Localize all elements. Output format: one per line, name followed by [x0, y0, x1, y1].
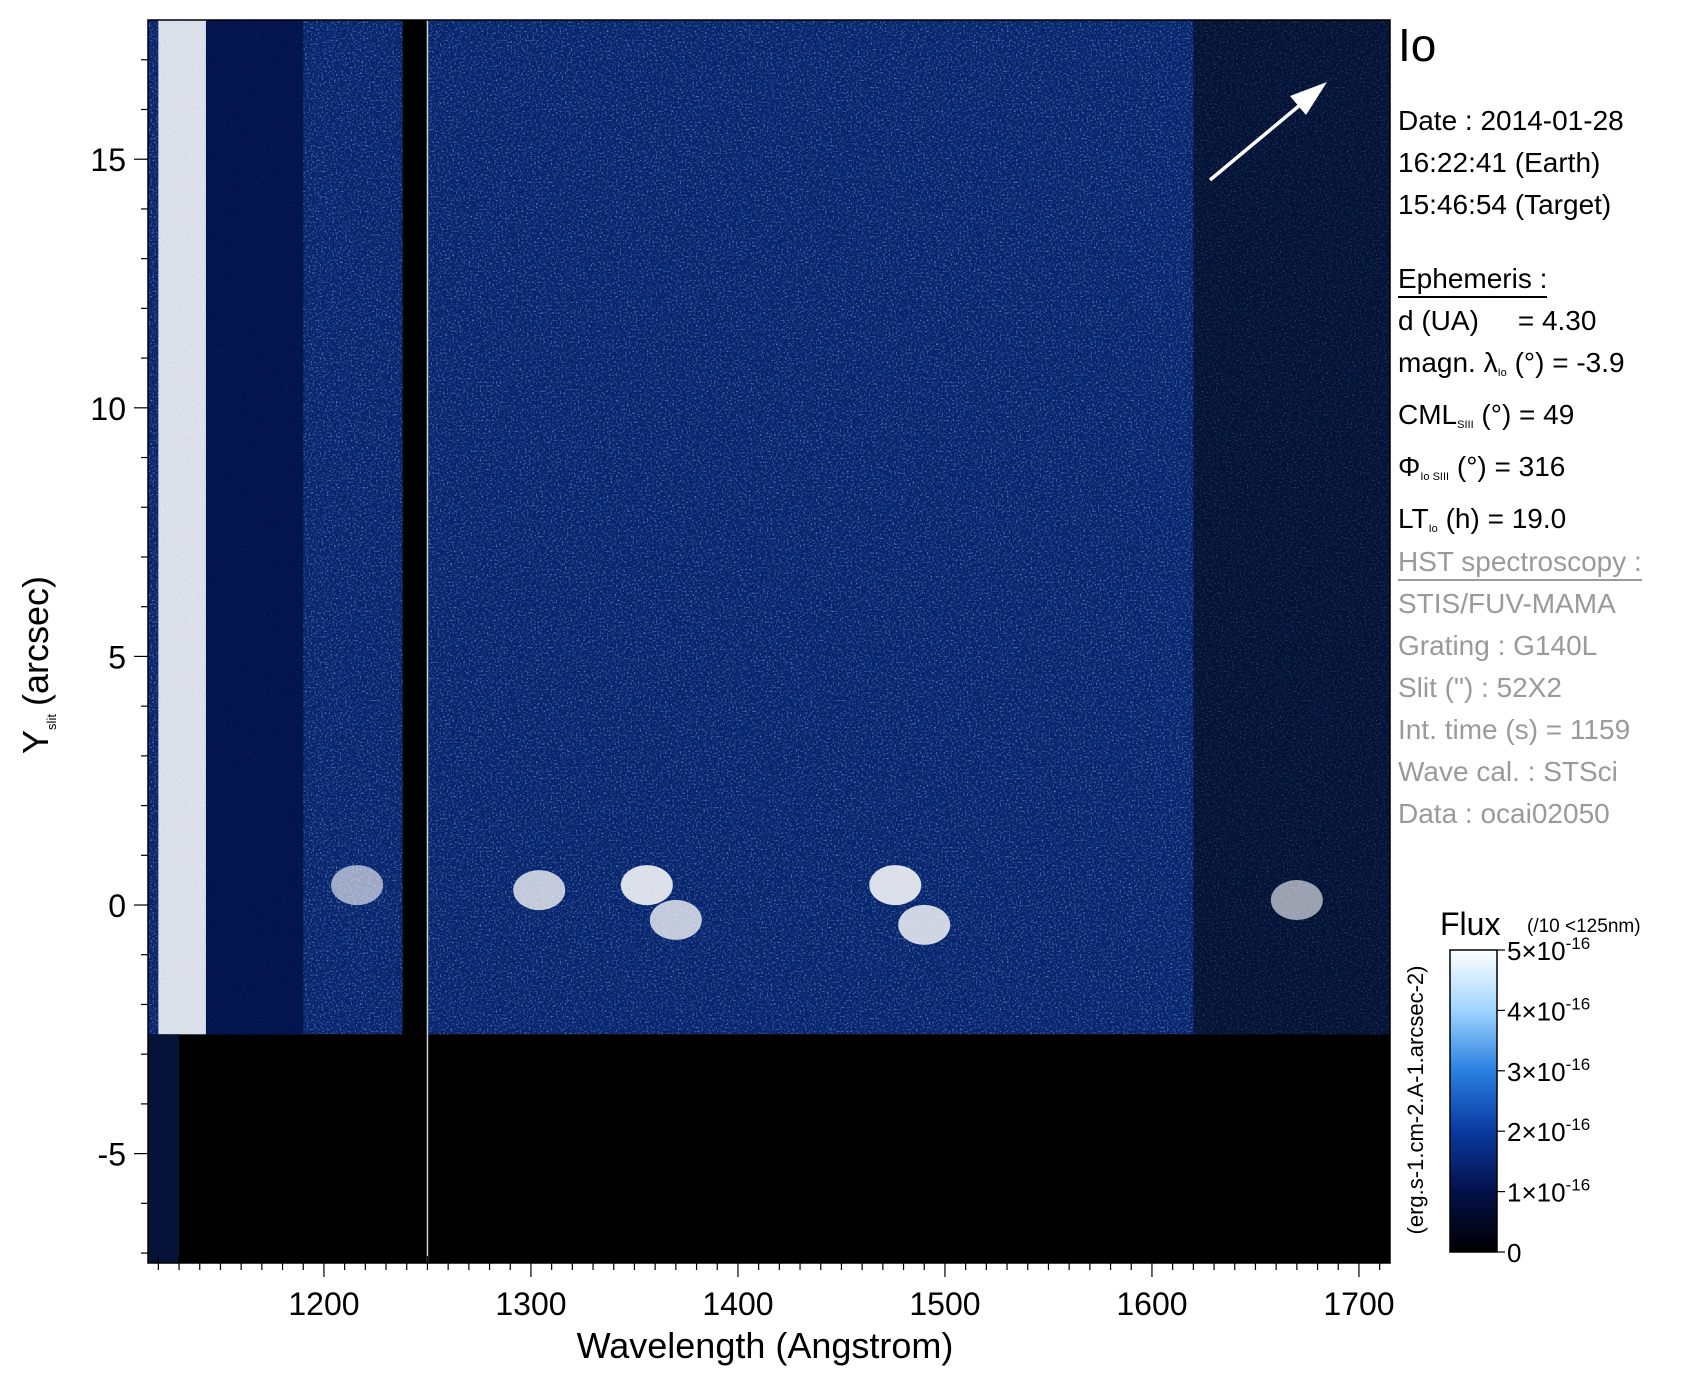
emission-blob: [649, 899, 702, 940]
lower-strip: [148, 1034, 180, 1263]
wave-calibration: Wave cal. : STSci: [1398, 756, 1618, 787]
emission-blob: [513, 870, 566, 911]
ephemeris-header: Ephemeris :: [1398, 262, 1548, 298]
colorbar-label: Flux: [1440, 906, 1500, 942]
instrument: STIS/FUV-MAMA: [1398, 588, 1616, 619]
target-time: 15:46:54 (Target): [1398, 189, 1612, 220]
x-tick-label: 1300: [495, 1286, 566, 1322]
y-tick-label: 0: [108, 888, 126, 924]
y-tick-label: -5: [98, 1137, 126, 1173]
colorbar-unit: (erg.s-1.cm-2.A-1.arcsec-2): [1403, 966, 1428, 1235]
slit: Slit (") : 52X2: [1398, 672, 1562, 703]
y-axis-label: Yslit(arcsec): [15, 576, 59, 754]
dark-strip: [402, 20, 428, 1035]
ephemeris-block: Ephemeris : d (UA) = 4.30 magn. λIo (°) …: [1398, 258, 1625, 550]
distance-row: d (UA) = 4.30: [1398, 305, 1597, 336]
observation-time: Date : 2014-01-28 16:22:41 (Earth) 15:46…: [1398, 100, 1624, 226]
integration-time: Int. time (s) = 1159: [1398, 714, 1631, 745]
y-tick-label: 15: [90, 142, 126, 178]
svg-text:Yslit(arcsec): Yslit(arcsec): [15, 576, 59, 754]
colorbar-tick-label: 0: [1507, 1238, 1521, 1268]
data-id: Data : ocai02050: [1398, 798, 1610, 829]
fading-region: [1193, 20, 1390, 1035]
x-axis-label: Wavelength (Angstrom): [577, 1325, 954, 1366]
x-tick-label: 1200: [288, 1286, 359, 1322]
emission-blob: [331, 865, 384, 906]
colorbar-note: (/10 <125nm): [1527, 916, 1641, 937]
emission-blob: [869, 865, 922, 906]
bright-edge: [158, 20, 206, 1035]
colorbar-tick-label: 1×10-16: [1507, 1176, 1590, 1208]
spectrum-image: [148, 20, 1390, 1263]
x-axis: 1200 1300 1400 1500 1600 1700: [157, 1249, 1395, 1322]
colorbar-tick-label: 2×10-16: [1507, 1115, 1590, 1147]
cml-row: CMLSIII (°) = 49: [1398, 399, 1575, 431]
colorbar: 0 1×10-16 2×10-16 3×10-16 4×10-16 5×10-16Flux…: [1403, 906, 1641, 1268]
colorbar-tick-label: 3×10-16: [1507, 1055, 1590, 1087]
emission-blob: [620, 865, 673, 906]
date-line: Date : 2014-01-28: [1398, 105, 1624, 136]
hst-header: HST spectroscopy :: [1398, 545, 1642, 581]
y-axis: -5 0 5 10 15: [90, 59, 148, 1254]
emission-blob: [1270, 880, 1323, 921]
grating: Grating : G140L: [1398, 630, 1598, 661]
colorbar-tick-label: 4×10-16: [1507, 994, 1590, 1026]
y-tick-label: 10: [90, 391, 126, 427]
x-tick-label: 1700: [1323, 1286, 1394, 1322]
plot-frame: [147, 19, 1391, 1264]
hst-block: HST spectroscopy : STIS/FUV-MAMA Grating…: [1398, 541, 1642, 835]
y-tick-label: 5: [108, 639, 126, 675]
target-name: Io: [1398, 19, 1437, 71]
phi-row: ΦIo SIII (°) = 316: [1398, 451, 1566, 483]
colorbar-tick-label: 5×10-16: [1507, 934, 1590, 966]
magnetic-latitude-row: magn. λIo (°) = -3.9: [1398, 347, 1625, 379]
dark-band: [205, 20, 304, 1035]
x-tick-label: 1600: [1116, 1286, 1187, 1322]
x-tick-label: 1500: [909, 1286, 980, 1322]
local-time-row: LTIo (h) = 19.0: [1398, 503, 1567, 535]
earth-time: 16:22:41 (Earth): [1398, 147, 1601, 178]
emission-blob: [898, 904, 951, 945]
arrow-icon: [1208, 82, 1327, 182]
colorbar-gradient: [1449, 949, 1498, 1253]
x-tick-label: 1400: [702, 1286, 773, 1322]
